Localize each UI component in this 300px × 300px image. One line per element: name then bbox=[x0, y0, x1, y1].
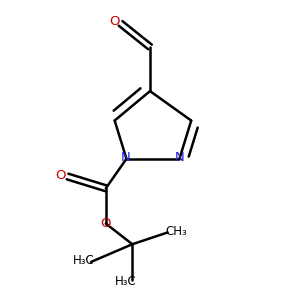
Text: H₃C: H₃C bbox=[73, 254, 94, 267]
Text: O: O bbox=[55, 169, 66, 182]
Text: N: N bbox=[121, 152, 131, 164]
Text: O: O bbox=[109, 14, 119, 28]
Text: N: N bbox=[175, 152, 185, 164]
Text: H₃C: H₃C bbox=[115, 274, 137, 287]
Text: CH₃: CH₃ bbox=[165, 225, 187, 238]
Text: O: O bbox=[100, 217, 111, 230]
